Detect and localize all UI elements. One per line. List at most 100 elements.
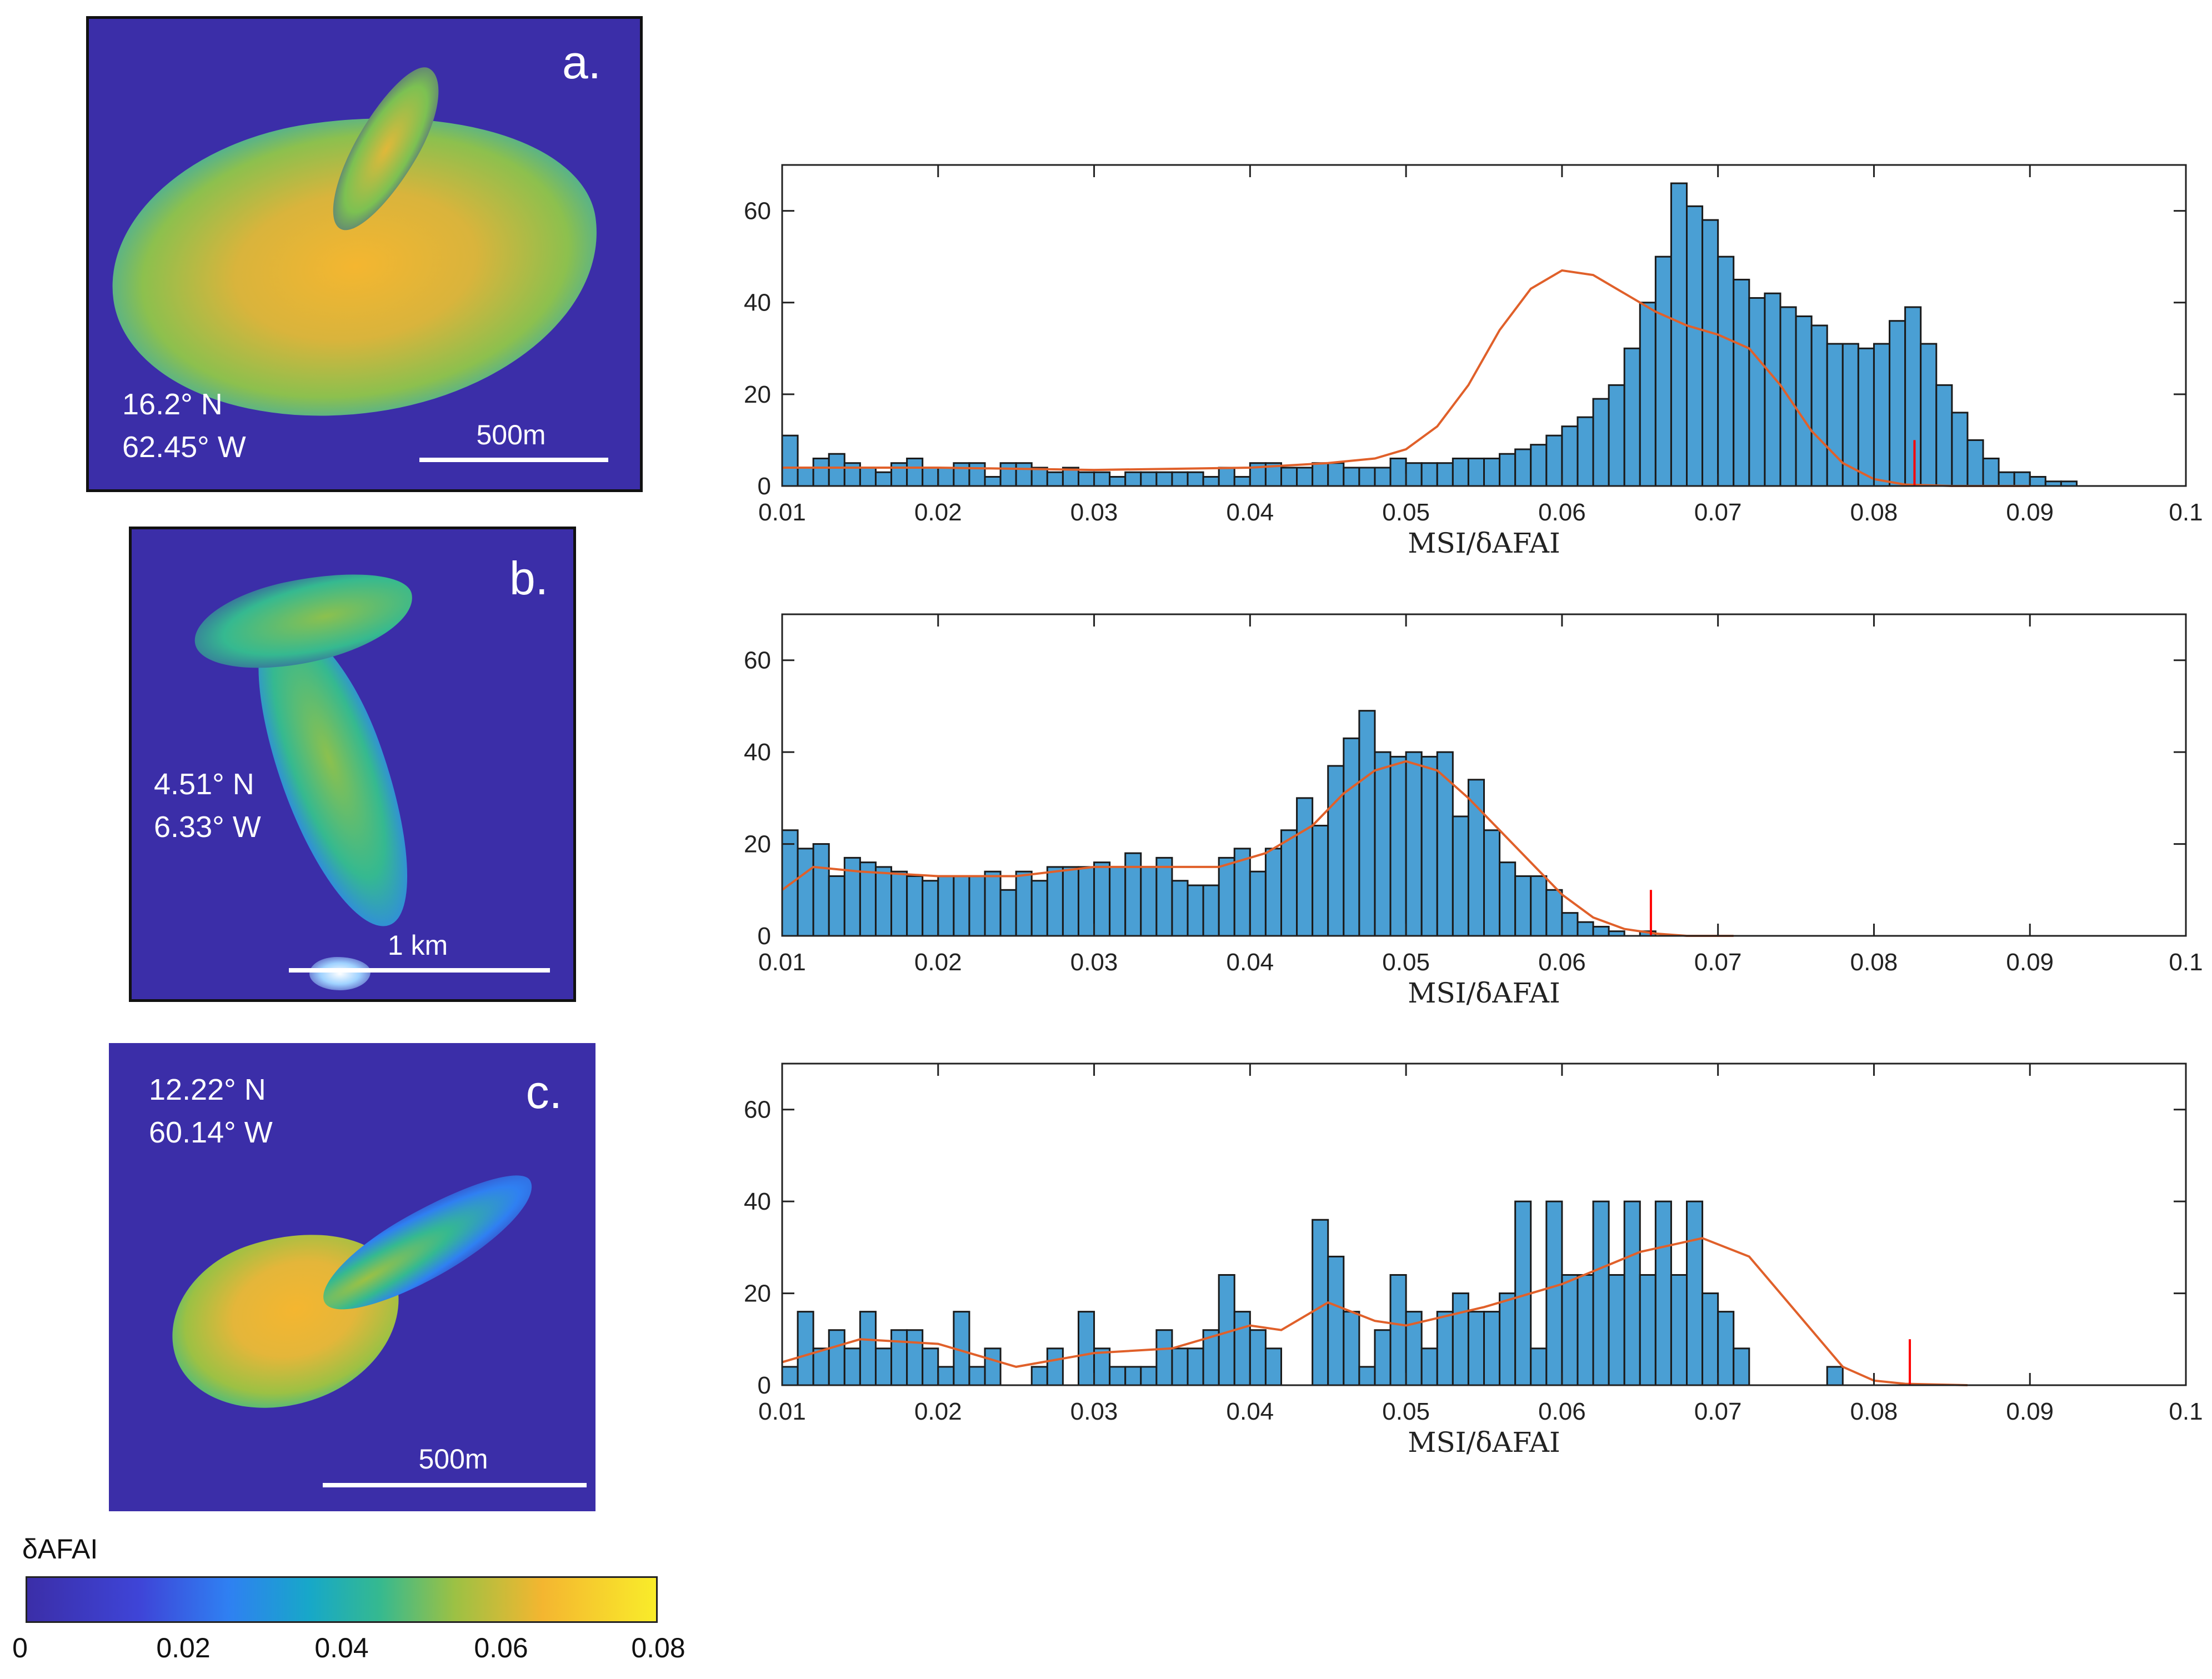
histogram-bar	[1639, 302, 1657, 487]
histogram-bar	[1499, 861, 1517, 937]
latitude-b: 4.51° N	[154, 768, 254, 801]
histogram-bar	[828, 1329, 845, 1386]
x-tick-label: 0.04	[1227, 499, 1274, 526]
histogram-bar	[1327, 765, 1345, 937]
histogram-bar	[1420, 755, 1438, 937]
histogram-bar	[1670, 182, 1688, 487]
histogram-bar	[1499, 453, 1517, 487]
histogram-bar	[1483, 829, 1501, 937]
x-tick-label: 0.04	[1227, 949, 1274, 976]
histogram-bar	[812, 1347, 830, 1386]
histogram-bar	[1343, 1311, 1360, 1386]
histogram-bar	[1171, 880, 1189, 937]
image-panel-c: c. 12.22° N 60.14° W 500m	[109, 1043, 595, 1511]
y-tick-label: 40	[744, 289, 771, 317]
histogram-bar	[1514, 875, 1532, 937]
histogram-bar	[859, 1311, 877, 1386]
histogram-bar	[1577, 1274, 1594, 1386]
histogram-bar	[1233, 475, 1251, 487]
histogram-bar	[922, 880, 939, 937]
histogram-bar	[1561, 1274, 1579, 1386]
histogram-bar	[1577, 921, 1594, 937]
latitude-c: 12.22° N	[149, 1073, 266, 1106]
colorbar-title: δAFAI	[22, 1533, 98, 1565]
histogram-bar	[1670, 1274, 1688, 1386]
scale-bar-a	[419, 458, 608, 462]
x-tick-label: 0.02	[914, 1398, 962, 1425]
panel-letter-a: a.	[562, 36, 601, 88]
y-tick-label: 0	[758, 473, 771, 500]
y-tick-label: 20	[744, 381, 771, 408]
histogram-bar	[1109, 1366, 1127, 1386]
histogram-b: 0.01 0.02 0.03 0.04 0.05 0.06 0.07 0.08 0.09 0.1 0…	[744, 613, 2203, 1009]
fit-curve	[782, 1237, 1968, 1386]
histogram-bar	[1077, 866, 1095, 937]
histogram-bar	[1810, 324, 1828, 487]
histogram-bar	[797, 1311, 814, 1386]
histogram-bar	[999, 462, 1017, 487]
histogram-bar	[1155, 856, 1173, 937]
x-axis-label: MSI/δAFAI	[1408, 527, 1560, 559]
histogram-bar	[1686, 1200, 1704, 1386]
histogram-bar	[968, 875, 986, 937]
histogram-bar	[781, 434, 799, 487]
histogram-bar	[1826, 343, 1844, 487]
histogram-bar	[922, 467, 939, 487]
histogram-c: 0.01 0.02 0.03 0.04 0.05 0.06 0.07 0.08 0.09 0.1 0…	[744, 1062, 2203, 1459]
histogram-bar	[1608, 1274, 1625, 1386]
histogram-bar	[797, 467, 814, 487]
axes-frame	[781, 613, 2187, 937]
histogram-bar	[812, 843, 830, 937]
histogram-bar	[1436, 1311, 1454, 1386]
histogram-bar	[1296, 467, 1314, 487]
histogram-bar	[1062, 866, 1079, 937]
histogram-bar	[1343, 467, 1360, 487]
x-tick-label: 0.05	[1382, 499, 1430, 526]
histogram-bar	[1483, 457, 1501, 487]
histogram-bar	[1171, 1347, 1189, 1386]
y-tick-label: 40	[744, 739, 771, 766]
x-axis-label: MSI/δAFAI	[1408, 977, 1560, 1009]
histogram-bar	[890, 1329, 908, 1386]
histogram-bar	[1545, 889, 1563, 937]
histogram-bar	[1030, 880, 1048, 937]
histogram-bar	[890, 870, 908, 937]
histogram-bar	[1795, 315, 1813, 487]
x-tick-label: 0.1	[2169, 949, 2203, 976]
histogram-bar	[1405, 751, 1423, 937]
histogram-bar	[1109, 475, 1127, 487]
x-tick-label: 0.1	[2169, 499, 2203, 526]
colorbar	[26, 1576, 658, 1623]
x-tick-label: 0.07	[1694, 949, 1742, 976]
histogram-bar	[953, 462, 970, 487]
histogram-bar	[1405, 462, 1423, 487]
x-tick-label: 0.06	[1538, 949, 1586, 976]
histogram-bar	[1030, 467, 1048, 487]
histogram-bar	[1187, 884, 1204, 937]
x-tick-label: 0.06	[1538, 499, 1586, 526]
scale-bar-b	[289, 968, 550, 973]
y-tick-label: 20	[744, 831, 771, 858]
histogram-bar	[1889, 320, 1906, 487]
x-tick-label: 0.01	[758, 1398, 806, 1425]
histogram-bar	[984, 870, 1002, 937]
x-tick-label: 0.05	[1382, 949, 1430, 976]
histogram-bar	[1374, 751, 1392, 937]
histogram-bar	[1545, 1200, 1563, 1386]
histogram-bar	[1109, 866, 1127, 937]
histogram-bar	[968, 462, 986, 487]
histogram-bar	[953, 875, 970, 937]
x-tick-label: 0.07	[1694, 499, 1742, 526]
panel-letter-b: b.	[509, 552, 548, 604]
histogram-bar	[1717, 255, 1735, 487]
histogram-bar	[1202, 884, 1220, 937]
axes-frame	[781, 1062, 2187, 1386]
histogram-bar	[1717, 1311, 1735, 1386]
histogram-bar	[1748, 297, 1766, 487]
x-tick-label: 0.1	[2169, 1398, 2203, 1425]
x-tick-label: 0.01	[758, 499, 806, 526]
y-tick-label: 0	[758, 923, 771, 950]
scale-label-a: 500m	[476, 419, 546, 450]
histogram-bar	[1499, 1292, 1517, 1386]
